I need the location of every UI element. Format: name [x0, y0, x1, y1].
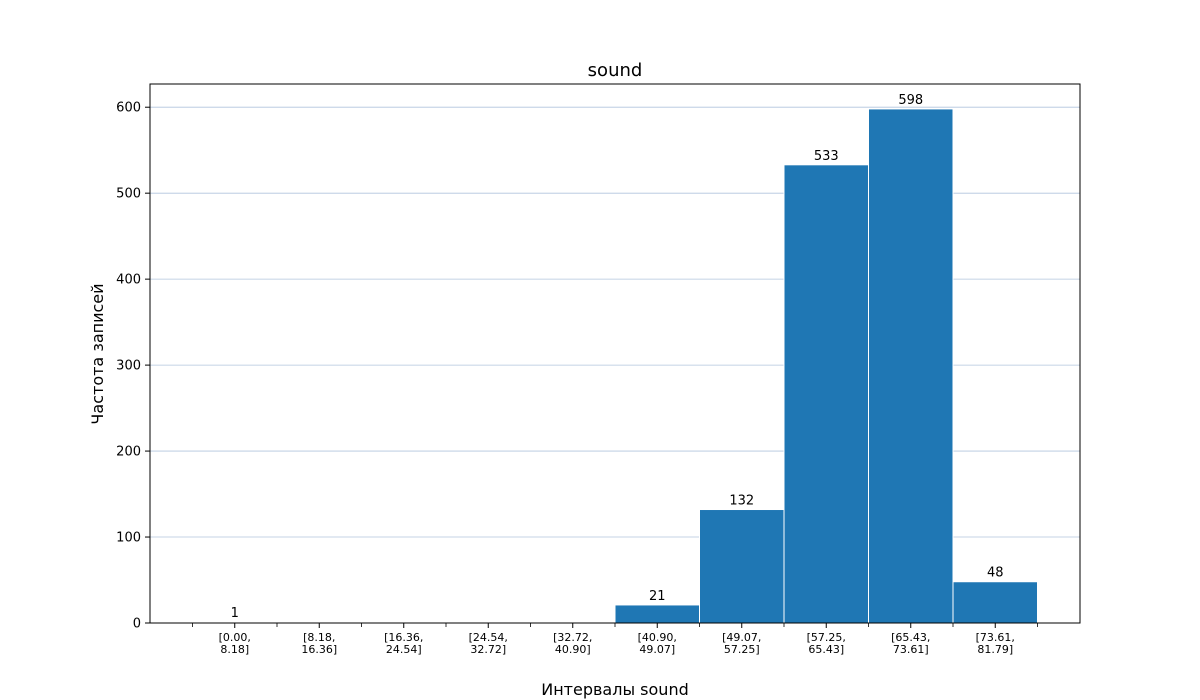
- x-tick-label-line2: 81.79]: [977, 643, 1013, 656]
- x-axis-label: Интервалы sound: [541, 680, 689, 699]
- x-axis: [0.00,8.18] [8.18,16.36] [16.36,24.54] [24.…: [192, 623, 1038, 656]
- histogram-bar: [783, 164, 869, 624]
- bar-value-label: 48: [987, 566, 1004, 581]
- x-tick-label-line1: [24.54,: [469, 631, 508, 644]
- x-tick-label-line2: 65.43]: [808, 643, 844, 656]
- y-tick-label: 500: [116, 187, 141, 202]
- bars-layer: [192, 108, 1038, 624]
- y-tick-label: 100: [116, 531, 141, 546]
- x-tick-label-line2: 24.54]: [386, 643, 422, 656]
- x-tick-label-line2: 40.90]: [555, 643, 591, 656]
- histogram-bar: [868, 108, 954, 624]
- histogram-bar: [614, 604, 700, 624]
- x-tick-label-line1: [32.72,: [553, 631, 592, 644]
- y-axis: 0 100 200 300 400 500 600: [116, 101, 150, 632]
- x-tick-label-line2: 32.72]: [470, 643, 506, 656]
- bar-value-label: 533: [814, 149, 839, 164]
- x-tick-label-line1: [65.43,: [891, 631, 930, 644]
- x-tick-label-line1: [0.00,: [219, 631, 251, 644]
- x-tick-label-line2: 49.07]: [639, 643, 675, 656]
- chart-title: sound: [588, 60, 643, 81]
- y-tick-label: 600: [116, 101, 141, 116]
- x-tick-label-line2: 16.36]: [301, 643, 337, 656]
- histogram-bar: [952, 581, 1038, 624]
- x-tick-label-line1: [73.61,: [976, 631, 1015, 644]
- x-tick-label-line2: 73.61]: [893, 643, 929, 656]
- histogram-bar: [699, 509, 785, 624]
- x-tick-label-line2: 57.25]: [724, 643, 760, 656]
- x-tick-label-line2: 8.18]: [220, 643, 249, 656]
- data-labels: 1 21 132 533 598 48: [231, 93, 1004, 621]
- y-tick-label: 200: [116, 445, 141, 460]
- y-tick-label: 400: [116, 273, 141, 288]
- y-tick-label: 300: [116, 359, 141, 374]
- bar-value-label: 132: [729, 494, 754, 509]
- bar-value-label: 1: [231, 606, 239, 621]
- bar-value-label: 21: [649, 589, 666, 604]
- x-tick-label-line1: [40.90,: [638, 631, 677, 644]
- y-axis-label: Частота записей: [88, 283, 107, 424]
- bar-value-label: 598: [898, 93, 923, 108]
- x-tick-label-line1: [8.18,: [303, 631, 335, 644]
- x-tick-label-line1: [57.25,: [807, 631, 846, 644]
- x-tick-label-line1: [49.07,: [722, 631, 761, 644]
- y-tick-label: 0: [133, 617, 141, 632]
- x-tick-label-line1: [16.36,: [384, 631, 423, 644]
